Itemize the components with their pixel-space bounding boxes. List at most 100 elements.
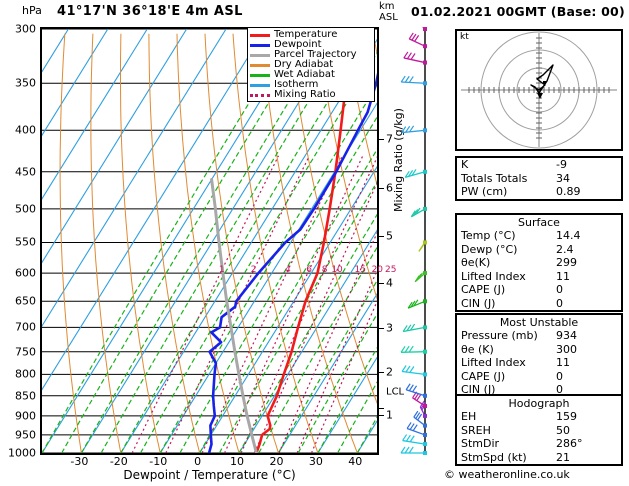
data-row-value: 0	[556, 283, 563, 296]
station-coordinates-label: 41°17'N 36°18'E 4m ASL	[57, 4, 243, 19]
data-row-key: CAPE (J)	[461, 283, 506, 296]
data-row-key: SREH	[461, 423, 491, 437]
pressure-tick-label: 500	[15, 202, 36, 216]
mixing-ratio-value: 8	[321, 265, 328, 276]
height-tick	[379, 372, 384, 374]
temperature-axis: -30 -20 -10 0 10 20 30 40	[40, 455, 379, 471]
data-row: Lifted Index 11	[457, 356, 621, 370]
mixing-ratio-value: 4	[285, 265, 291, 276]
hodograph-canvas	[461, 31, 617, 149]
pressure-tick-label: 950	[15, 428, 36, 442]
temperature-tick-label: -10	[149, 455, 168, 468]
temperature-tick-label: 40	[348, 455, 363, 468]
temperature-axis-title: Dewpoint / Temperature (°C)	[123, 468, 296, 482]
data-row-key: θe(K)	[461, 256, 491, 269]
data-row: CAPE (J) 0	[457, 370, 621, 384]
legend-label: Mixing Ratio	[274, 89, 336, 100]
legend-swatch	[250, 83, 270, 87]
height-unit-line2: ASL	[379, 12, 398, 23]
height-tick	[379, 282, 384, 284]
panel-title: Surface	[518, 216, 560, 229]
data-row-key: Pressure (mb)	[461, 329, 538, 342]
data-row: PW (cm) 0.89	[457, 185, 621, 199]
pressure-tick-label: 650	[15, 294, 36, 308]
legend-label: Wet Adiabat	[274, 69, 335, 80]
hodograph-panel[interactable]: kt	[455, 29, 623, 151]
data-row-value: 300	[556, 342, 577, 356]
legend-label: Temperature	[274, 29, 338, 40]
legend-item: Isotherm	[250, 80, 372, 90]
legend-swatch	[250, 63, 270, 67]
height-unit-label: km ASL	[379, 1, 398, 23]
data-row-key: Totals Totals	[461, 171, 528, 185]
data-row-value: 0	[556, 369, 563, 383]
data-row-value: 34	[556, 171, 570, 185]
data-row: StmDir 286°	[457, 437, 621, 451]
legend-item: Parcel Trajectory	[250, 50, 372, 60]
data-row-value: -9	[556, 158, 567, 171]
legend: Temperature Dewpoint Parcel Trajectory Dry …	[247, 27, 375, 102]
height-tick-label: 3	[386, 321, 393, 335]
mixing-ratio-value: 25	[385, 265, 397, 276]
temperature-tick-label: -20	[109, 455, 128, 468]
legend-swatch	[250, 73, 270, 77]
legend-item: Dewpoint	[250, 40, 372, 50]
data-row-value: 0	[556, 383, 563, 396]
legend-item: Temperature	[250, 30, 372, 40]
data-row-value: 286°	[556, 437, 583, 450]
data-row-value: 934	[556, 329, 577, 342]
mixing-ratio-value: 2	[250, 265, 257, 276]
data-row-key: StmDir	[461, 437, 500, 450]
data-row-key: K	[461, 158, 469, 171]
data-row-value: 21	[556, 450, 570, 464]
height-tick-label: 2	[386, 365, 393, 379]
data-row-value: 50	[556, 423, 570, 437]
data-row-value: 0.89	[556, 185, 581, 198]
legend-item: Dry Adiabat	[250, 60, 372, 70]
data-row-key: Lifted Index	[461, 269, 526, 283]
data-row: θe (K) 300	[457, 343, 621, 357]
pressure-tick-label: 450	[15, 165, 36, 179]
pressure-tick-label: 850	[15, 389, 36, 403]
mixing-ratio-value: 10	[331, 265, 343, 276]
legend-swatch	[250, 43, 270, 47]
legend-item: Mixing Ratio	[250, 90, 372, 100]
legend-label: Dry Adiabat	[274, 59, 334, 70]
datetime-label: 01.02.2021 00GMT (Base: 00)	[411, 4, 625, 19]
data-row-key: PW (cm)	[461, 185, 508, 198]
data-row: θe(K) 299	[457, 256, 621, 270]
legend-label: Parcel Trajectory	[274, 49, 357, 60]
surface-panel: Surface Temp (°C) 14.4 Dewp (°C) 2.4 θe(K) 299…	[455, 213, 623, 312]
lcl-marker-label: LCL	[386, 386, 405, 398]
data-row: Pressure (mb) 934	[457, 329, 621, 343]
hodograph-unit-label: kt	[460, 32, 469, 42]
data-row-key: Dewp (°C)	[461, 242, 518, 256]
height-tick-label: 7	[386, 132, 393, 146]
pressure-tick-label: 350	[15, 76, 36, 90]
height-tick	[379, 415, 384, 417]
height-tick	[379, 139, 384, 141]
lcl-tick	[379, 407, 384, 409]
pressure-axis: 300 350 400 450 500 550 600 650 700 750 800 850 900 9…	[0, 23, 40, 460]
height-tick	[379, 188, 384, 190]
data-row-value: 299	[556, 256, 577, 269]
mixing-ratio-value: 1	[218, 265, 225, 276]
mixing-ratio-value: 6	[306, 265, 312, 276]
data-row: EH 159	[457, 410, 621, 424]
data-row: SREH 50	[457, 424, 621, 438]
mixing-ratio-value: 15	[354, 265, 367, 276]
temperature-tick-label: 30	[308, 455, 323, 468]
height-tick-label: 1	[386, 408, 393, 422]
mixing-ratio-value: 20	[371, 265, 384, 276]
legend-item: Wet Adiabat	[250, 70, 372, 80]
data-row: Dewp (°C) 2.4	[457, 243, 621, 257]
data-row-key: CAPE (J)	[461, 369, 506, 383]
data-row: CAPE (J) 0	[457, 283, 621, 297]
pressure-tick-label: 550	[15, 235, 36, 249]
data-row-key: Lifted Index	[461, 356, 526, 369]
wind-barb-column	[400, 27, 427, 455]
data-row-value: 0	[556, 296, 563, 310]
data-row-value: 14.4	[556, 229, 581, 242]
pressure-tick-label: 800	[15, 367, 36, 381]
pressure-tick-label: 300	[15, 22, 36, 36]
